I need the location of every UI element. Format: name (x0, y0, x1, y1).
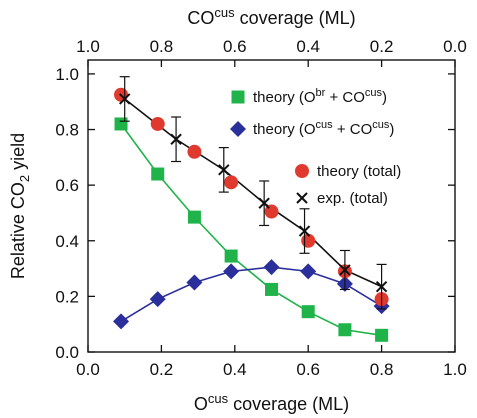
data-point-ocus (263, 259, 280, 276)
legend-item-exp: exp. (total) (296, 190, 388, 207)
data-point-exp (339, 264, 351, 276)
legend-label-ocus: theory (Ocus + COcus) (253, 119, 394, 138)
y-tick-label: 0.0 (55, 343, 79, 362)
x-axis-label-top: COcus coverage (ML) (187, 5, 355, 28)
x-bottom-tick-label: 0.6 (296, 360, 320, 379)
x-bottom-tick-label: 0.8 (370, 360, 394, 379)
data-point-exp (218, 164, 230, 176)
data-point-ocus (186, 274, 203, 291)
legend-label-obr: theory (Obr + COcus) (253, 87, 387, 106)
data-point-ocus (300, 263, 317, 280)
data-point-total (224, 175, 239, 190)
legend-marker-ocus (230, 121, 246, 137)
data-point-obr (375, 328, 389, 342)
plot-frame (87, 59, 456, 353)
data-point-obr (224, 249, 238, 263)
data-point-obr (338, 323, 352, 337)
data-point-obr (187, 210, 201, 224)
legend-item-obr: theory (Obr + COcus) (231, 87, 387, 106)
series-line-ocus (120, 266, 383, 323)
x-top-tick-label: 0.2 (370, 37, 394, 56)
y-tick-label: 0.8 (55, 121, 79, 140)
data-point-obr (301, 305, 315, 319)
data-point-obr (151, 167, 165, 181)
data-point-ocus (113, 313, 130, 330)
x-top-tick-label: 1.0 (76, 37, 100, 56)
data-point-obr (265, 282, 278, 296)
data-point-exp (375, 280, 388, 293)
x-bottom-tick-label: 0.4 (223, 360, 247, 379)
x-axis-label-bottom: Ocus coverage (ML) (194, 391, 349, 414)
data-point-ocus (223, 263, 240, 280)
x-top-tick-label: 0.4 (296, 37, 320, 56)
legend-marker-total (295, 164, 309, 178)
y-tick-label: 0.2 (55, 287, 79, 306)
data-point-exp (258, 197, 270, 209)
x-bottom-tick-label: 1.0 (443, 360, 467, 379)
cross-stroke (298, 225, 311, 237)
legend-label-total: theory (total) (317, 163, 401, 180)
legend-marker-obr (231, 90, 245, 104)
x-top-tick-label: 0.8 (150, 37, 174, 56)
y-tick-label: 0.6 (55, 176, 79, 195)
legend-item-total: theory (total) (295, 163, 401, 180)
cross-stroke (118, 93, 131, 105)
cross-stroke (296, 192, 308, 204)
data-point-exp (118, 93, 131, 105)
data-point-exp (170, 133, 182, 145)
data-point-total (187, 144, 202, 159)
cross-stroke (218, 164, 230, 176)
y-tick-label: 0.4 (55, 232, 79, 251)
x-bottom-tick-label: 0.0 (76, 360, 100, 379)
data-point-total (150, 116, 165, 131)
cross-stroke (339, 264, 351, 276)
legend-marker-exp (296, 192, 308, 204)
cross-stroke (258, 197, 270, 209)
data-point-obr (114, 117, 128, 131)
y-tick-label: 1.0 (55, 65, 79, 84)
cross-stroke (375, 280, 388, 293)
y-axis-label: Relative CO2 yield (8, 133, 32, 279)
cross-stroke (170, 133, 182, 145)
data-point-exp (298, 225, 311, 237)
x-bottom-tick-label: 0.2 (150, 360, 174, 379)
legend-item-ocus: theory (Ocus + COcus) (230, 119, 394, 138)
legend-label-exp: exp. (total) (317, 190, 388, 207)
x-top-tick-label: 0.0 (443, 37, 467, 56)
data-point-ocus (149, 291, 166, 308)
x-top-tick-label: 0.6 (223, 37, 247, 56)
